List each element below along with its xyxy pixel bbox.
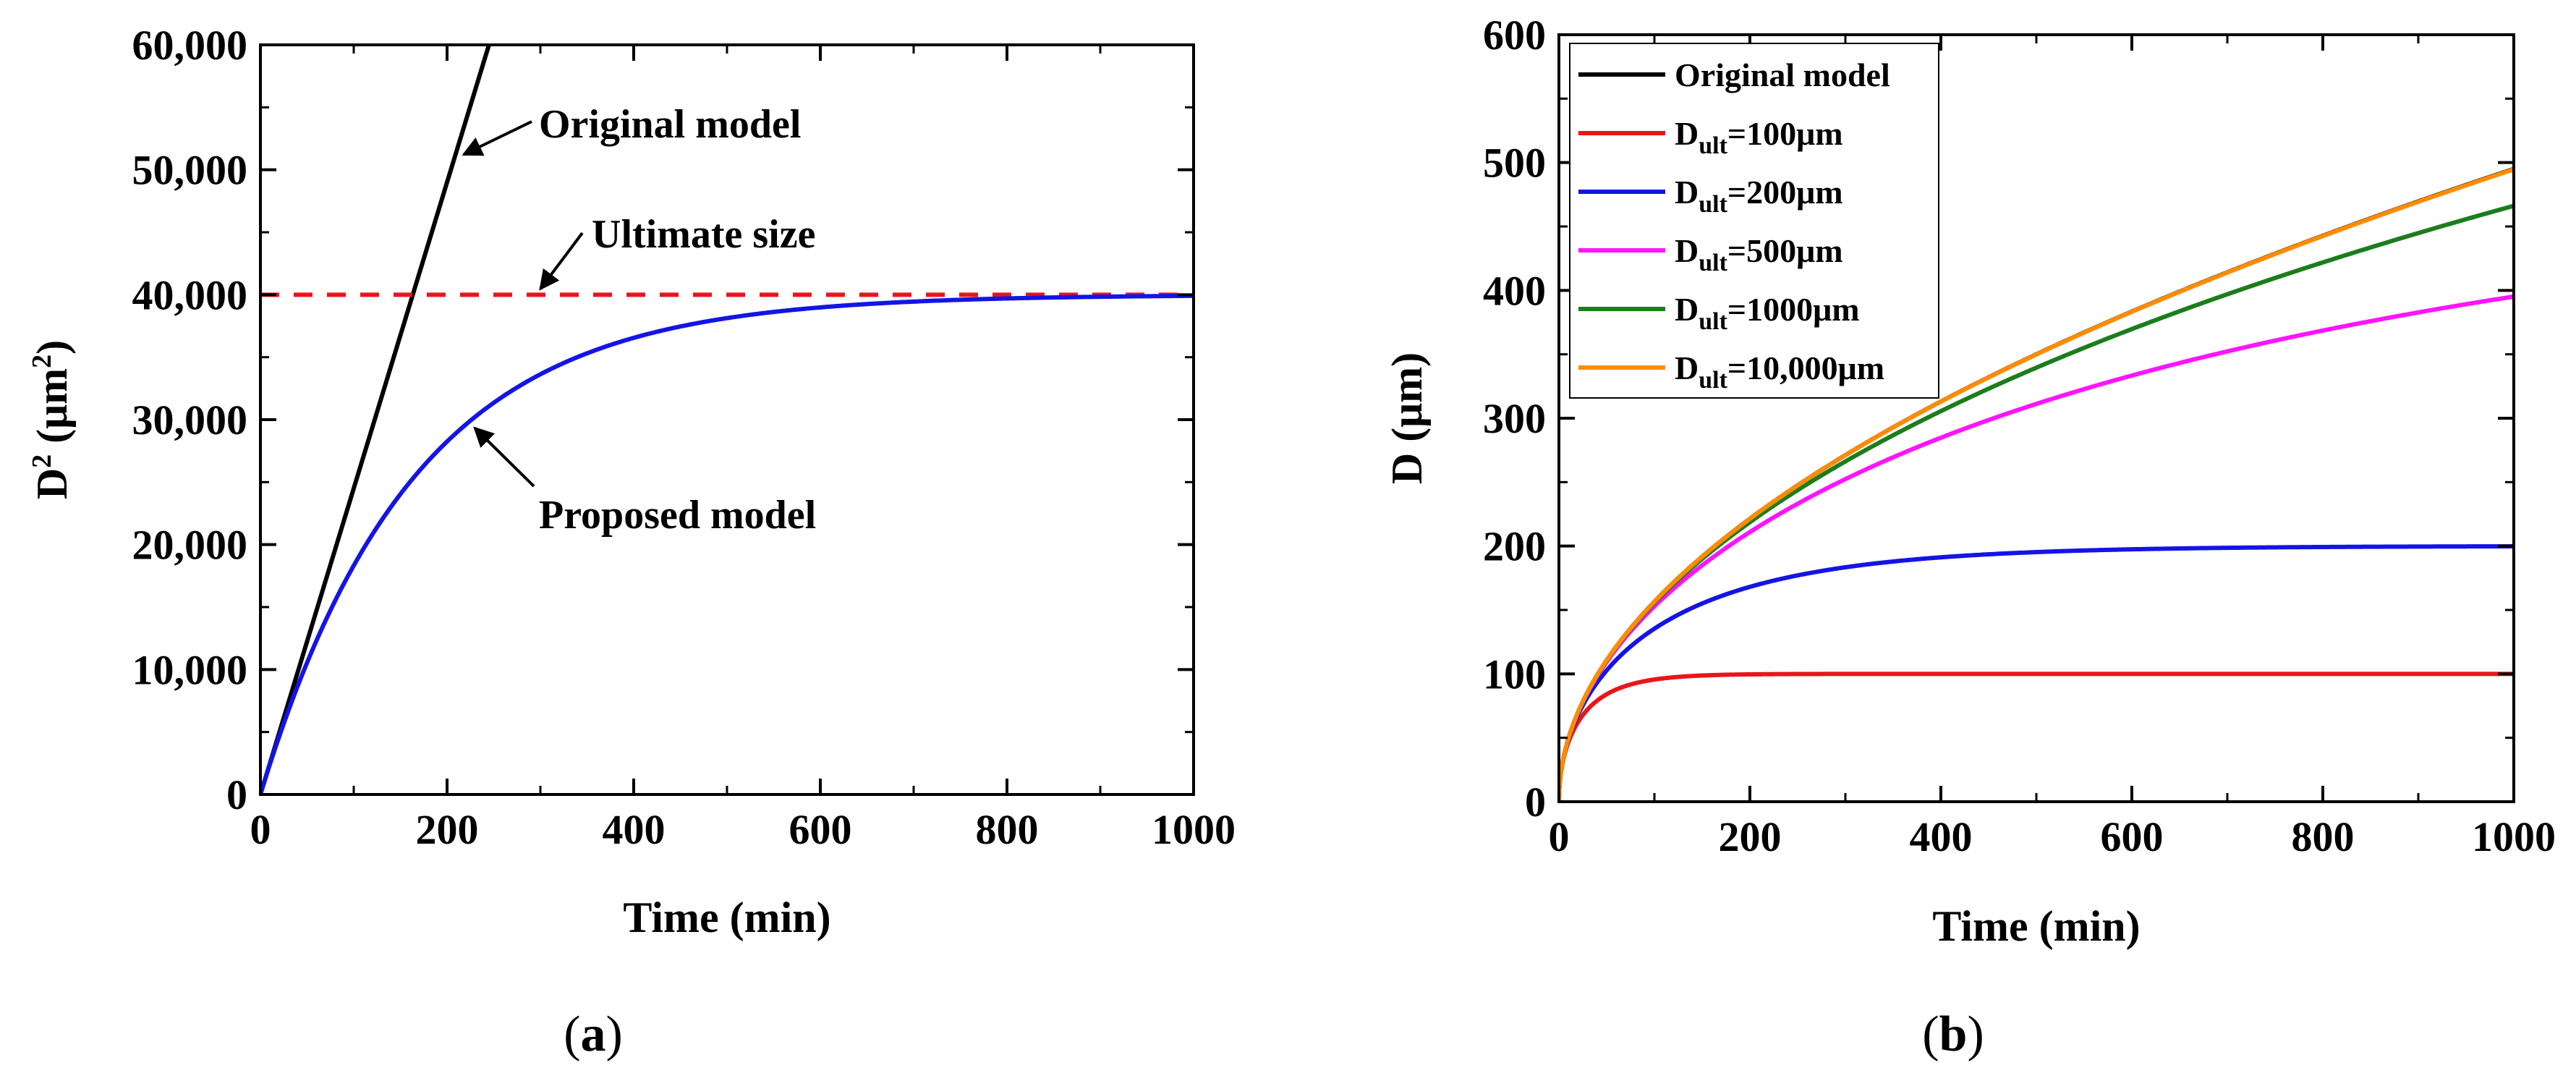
panel-b-x-tick-label: 0 bbox=[1549, 813, 1570, 860]
panel-a-y-tick-label: 60,000 bbox=[132, 22, 248, 69]
panel-b-series-dult-200-m bbox=[1559, 544, 2514, 802]
panel-a-y-axis-title-sup2: 2 bbox=[27, 355, 57, 368]
panel-a-y-tick-label: 50,000 bbox=[132, 147, 248, 194]
panel-b-y-tick-label: 200 bbox=[1483, 523, 1546, 570]
annotation-arrow-original-model bbox=[462, 120, 532, 156]
panel-a-y-tick-label: 40,000 bbox=[132, 271, 248, 318]
annotation-ultimate-size: Ultimate size bbox=[592, 212, 815, 257]
panel-b-x-tick-label: 1000 bbox=[2472, 813, 2556, 860]
panel-b-y-tick-label: 500 bbox=[1483, 140, 1546, 187]
annotation-arrow-ultimate-size bbox=[539, 232, 584, 291]
annotation-original-model: Original model bbox=[539, 102, 801, 147]
panel-b-y-tick-label: 100 bbox=[1483, 650, 1546, 698]
panel-b-series-dult-100-m bbox=[1559, 671, 2514, 802]
panel-a-y-axis-title-close: ) bbox=[28, 340, 76, 355]
panel-b-legend-frame bbox=[1569, 43, 1939, 399]
panel-b-label: (b) bbox=[1922, 1006, 1984, 1062]
panel-b-x-tick-label: 400 bbox=[1910, 813, 1973, 860]
panel-a-series-original-model bbox=[260, 45, 491, 794]
panel-a: 0 200 400 600 800 1000 0 10,000 20,000 30,000 40,0… bbox=[27, 22, 1236, 1062]
panel-a-y-tick-label: 20,000 bbox=[132, 522, 248, 569]
panel-b-series-dult-10-000-m bbox=[1559, 167, 2514, 802]
panel-a-y-tick-label: 30,000 bbox=[132, 397, 248, 444]
legend-label-dult-200-m: Dult=200μm bbox=[1675, 174, 1843, 218]
panel-b-y-tick-label: 600 bbox=[1483, 12, 1546, 59]
panel-a-series-group bbox=[260, 45, 1194, 794]
panel-b-label-letter: b bbox=[1939, 1006, 1968, 1062]
panel-a-ticks: 0 200 400 600 800 1000 0 10,000 20,000 30,000 40,0… bbox=[132, 22, 1236, 853]
panel-a-y-axis-title-base: D bbox=[28, 468, 76, 499]
legend-label-original-model: Original model bbox=[1675, 56, 1890, 93]
panel-b-y-tick-label: 300 bbox=[1483, 395, 1546, 442]
panel-a-x-tick-label: 600 bbox=[789, 806, 852, 853]
legend-label-dult-100-m: Dult=100μm bbox=[1675, 115, 1843, 159]
legend-label-dult-500-m: Dult=500μm bbox=[1675, 232, 1843, 276]
panel-b-legend: Original model Dult=100μm Dult=200μm Dult=5… bbox=[1569, 43, 1939, 399]
panel-a-x-tick-label: 800 bbox=[976, 806, 1039, 853]
panel-b-x-axis-title: Time (min) bbox=[1932, 902, 2140, 950]
panel-b-x-tick-label: 800 bbox=[2292, 813, 2355, 860]
panel-a-label-letter: a bbox=[581, 1006, 606, 1062]
panel-b-series-group bbox=[1559, 166, 2514, 802]
panel-a-x-tick-label: 200 bbox=[416, 806, 479, 853]
panel-a-plot-frame bbox=[259, 43, 1195, 796]
panel-b: 0 200 400 600 800 1000 0 100 200 300 400 500 600 Ori… bbox=[1383, 12, 2556, 1062]
panel-a-x-tick-label: 0 bbox=[250, 806, 271, 853]
panel-a-y-axis-title: D2 (μm2) bbox=[27, 340, 76, 499]
legend-label-dult-1000-m: Dult=1000μm bbox=[1675, 291, 1860, 335]
panel-b-ticks: 0 200 400 600 800 1000 0 100 200 300 400 500 600 bbox=[1483, 12, 2556, 860]
panel-a-y-tick-label: 0 bbox=[226, 771, 247, 818]
panel-a-label: (a) bbox=[564, 1006, 623, 1062]
panel-a-annotations: Original model Ultimate size Proposed mode… bbox=[462, 102, 816, 538]
panel-a-y-tick-label: 10,000 bbox=[132, 646, 248, 693]
annotation-arrow-proposed-model bbox=[473, 426, 535, 488]
panel-a-x-tick-label: 1000 bbox=[1152, 806, 1236, 853]
panel-b-y-tick-label: 400 bbox=[1483, 267, 1546, 314]
panel-b-x-tick-label: 200 bbox=[1719, 813, 1782, 860]
panel-b-y-axis-title: D (μm) bbox=[1383, 352, 1431, 484]
legend-label-dult-10-000-m: Dult=10,000μm bbox=[1675, 349, 1884, 394]
panel-b-x-tick-label: 600 bbox=[2101, 813, 2164, 860]
panel-b-y-tick-label: 0 bbox=[1525, 779, 1546, 826]
annotation-proposed-model: Proposed model bbox=[539, 493, 816, 538]
panel-a-y-axis-title-sup1: 2 bbox=[27, 454, 57, 468]
panel-a-series-proposed-model bbox=[260, 293, 1194, 794]
panel-a-y-axis-title-unit: (μm bbox=[28, 368, 76, 454]
panel-a-x-axis-title: Time (min) bbox=[623, 894, 830, 941]
panel-a-x-tick-label: 400 bbox=[603, 806, 666, 853]
